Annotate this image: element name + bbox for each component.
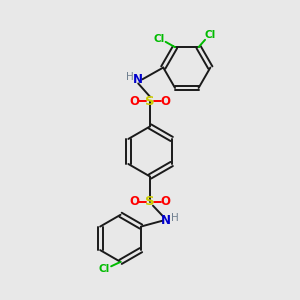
Text: N: N xyxy=(161,214,171,227)
Text: O: O xyxy=(160,195,170,208)
Text: Cl: Cl xyxy=(153,34,164,44)
Text: Cl: Cl xyxy=(99,264,110,274)
Text: H: H xyxy=(126,72,134,82)
Text: S: S xyxy=(145,195,155,208)
Text: Cl: Cl xyxy=(205,30,216,40)
Text: O: O xyxy=(160,95,170,108)
Text: N: N xyxy=(133,73,143,86)
Text: H: H xyxy=(171,213,178,223)
Text: O: O xyxy=(130,195,140,208)
Text: O: O xyxy=(130,95,140,108)
Text: S: S xyxy=(145,95,155,108)
